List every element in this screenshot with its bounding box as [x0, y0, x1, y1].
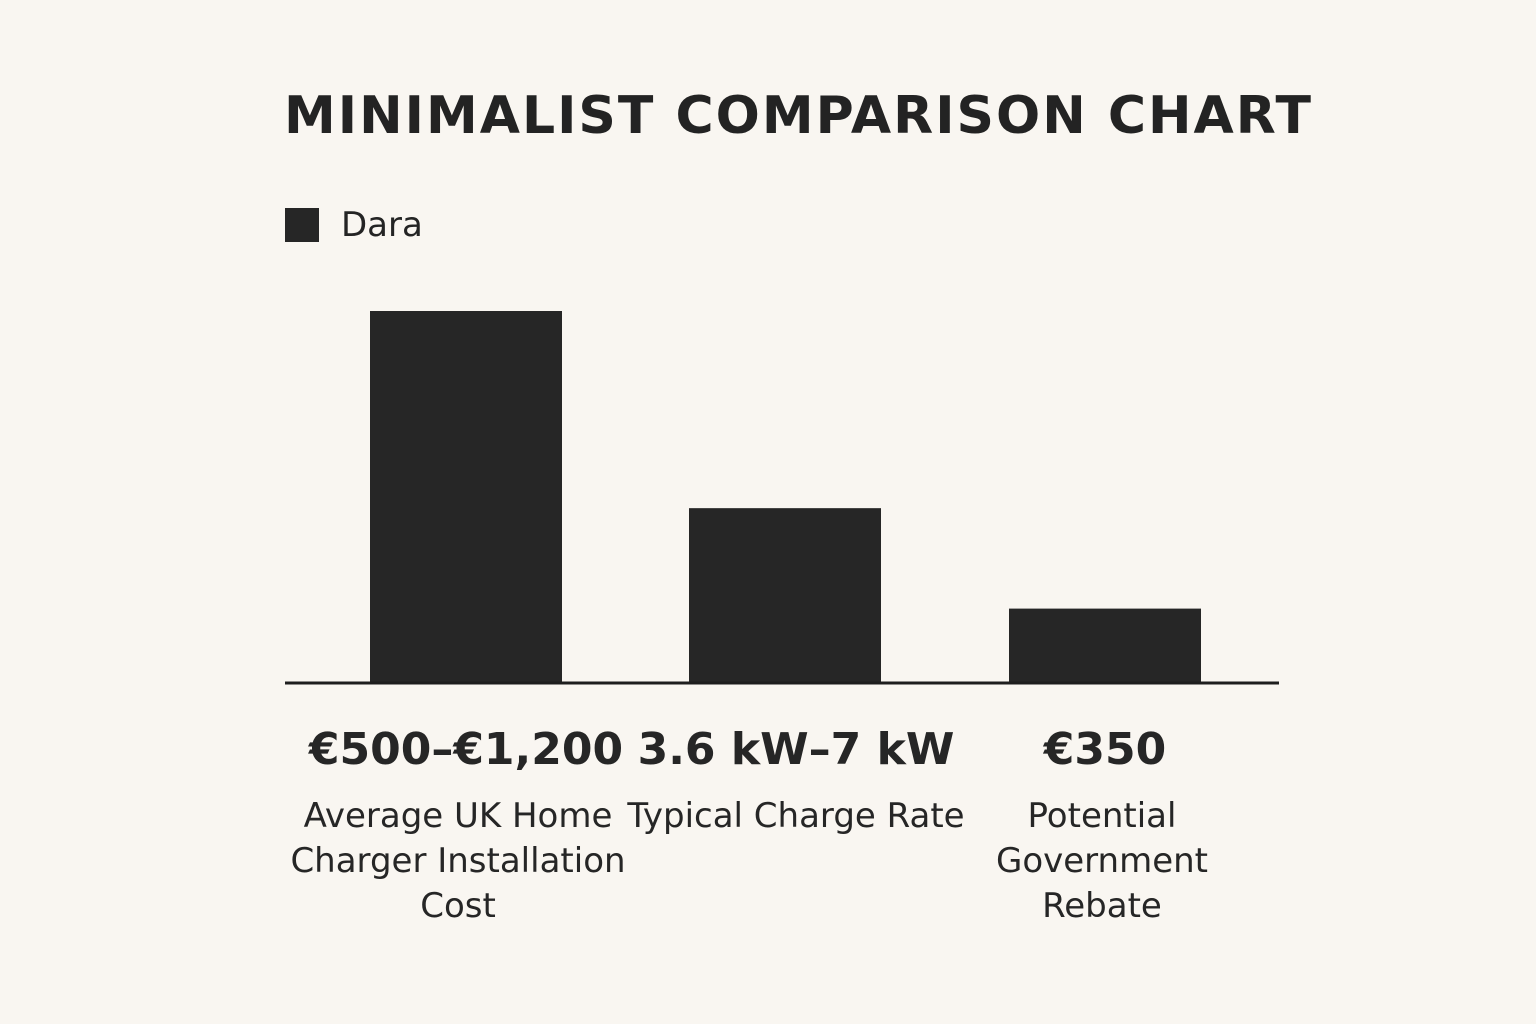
bar-installation-cost: [370, 311, 562, 683]
category-label-charge-rate: Typical Charge Rate: [627, 796, 965, 836]
legend: Dara: [285, 205, 423, 245]
chart-title: MINIMALIST COMPARISON CHART: [284, 86, 1313, 146]
legend-label-dara: Dara: [341, 205, 423, 245]
bar-chart: [285, 311, 1279, 685]
category-label-installation-cost: Average UK Home Charger Installation Cos…: [290, 796, 626, 926]
category-label-government-rebate: Potential Government Rebate: [995, 796, 1209, 926]
value-label-government-rebate: €350: [1043, 724, 1167, 775]
legend-swatch: [285, 208, 319, 242]
value-label-charge-rate: 3.6 kW–7 kW: [637, 724, 955, 775]
bar-charge-rate: [689, 508, 881, 683]
bars-group: [370, 311, 1201, 683]
value-label-installation-cost: €500–€1,200: [308, 724, 624, 775]
bar-government-rebate: [1009, 608, 1201, 683]
